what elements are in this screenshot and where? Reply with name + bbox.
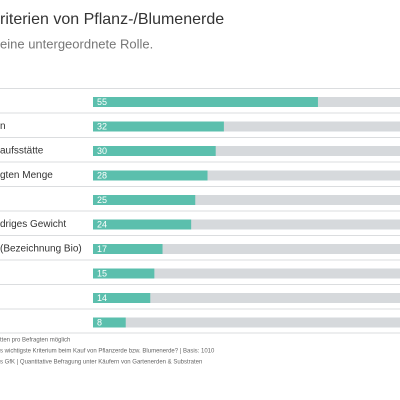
bar-track [93,146,400,156]
bar-track [93,317,400,328]
bar-track [93,293,400,303]
chart-subtitle: eine untergeordnete Rolle. [0,36,153,51]
bar [93,244,163,254]
bar [93,97,318,107]
bar [93,121,224,132]
y-tick-label: n [0,121,6,132]
bar-track [93,170,400,181]
bar-track [93,244,400,254]
bar [93,170,208,181]
data-label: 24 [97,219,107,229]
y-tick-label: gten Menge [0,170,53,181]
bar [93,268,155,279]
chart-title: riterien von Pflanz-/Blumenerde [0,11,224,28]
data-label: 30 [97,146,107,156]
data-label: 17 [97,244,107,254]
bar [93,293,151,303]
footnote: s GfK | Quantitative Befragung unter Käu… [0,360,202,366]
bar-track [93,121,400,132]
bar-track [93,268,400,279]
data-label: 14 [97,293,107,303]
data-label: 32 [97,121,107,131]
y-tick-label: driges Gewicht [0,219,66,230]
data-label: 55 [97,97,107,107]
bar [93,146,216,156]
footnote: tten pro Befragten möglich [0,338,70,344]
data-label: 15 [97,268,107,278]
footnote: s wichtigste Kriterium beim Kauf von Pfl… [0,349,215,355]
bar-track [93,219,400,230]
bar [93,195,196,205]
bar [93,317,126,328]
y-tick-label: aufsstätte [0,146,44,157]
bar [93,219,192,230]
data-label: 25 [97,195,107,205]
data-label: 8 [97,317,102,327]
bar-track [93,195,400,205]
data-label: 28 [97,170,107,180]
y-tick-label: (Bezeichnung Bio) [0,244,82,255]
